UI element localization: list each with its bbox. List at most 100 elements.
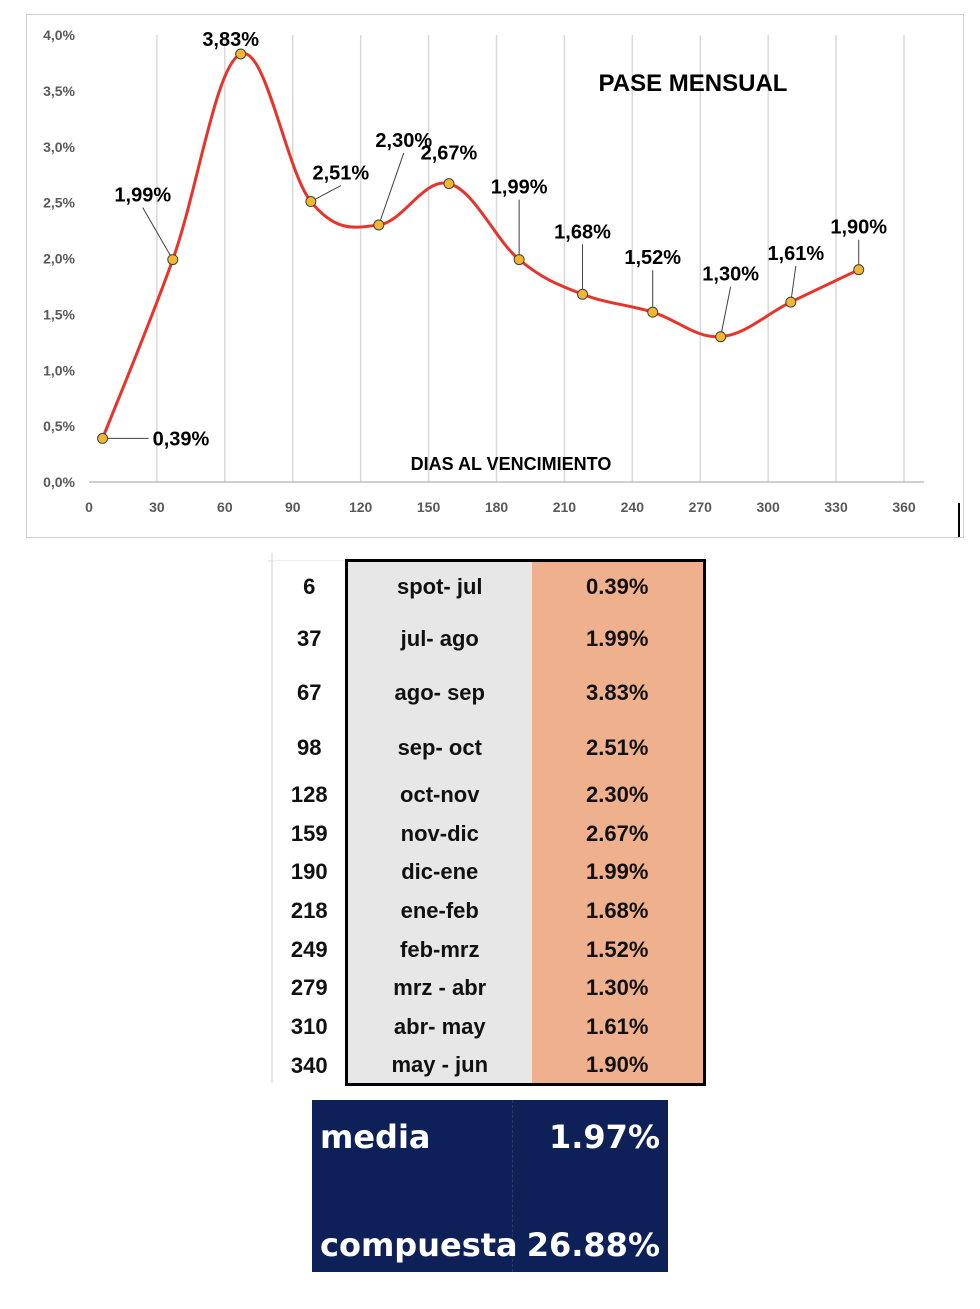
y-tick-label: 4,0% [43,27,75,43]
media-value: 1.97% [548,1118,660,1156]
data-label: 0,39% [153,428,210,450]
line-chart: 0 30 60 90 120 150 180 210 240 270 300 330 360 0,0% 0,… [26,14,964,538]
period-cell: oct-nov [344,774,532,815]
data-point [167,254,179,266]
compuesta-label: compuesta [320,1226,518,1264]
days-cell: 67 [274,664,346,721]
data-point [715,331,727,343]
data-label: 1,30% [702,264,759,286]
days-cell: 218 [274,890,346,931]
table-row: 67 ago- sep 3.83% [274,664,706,721]
days-cell: 310 [274,1006,346,1047]
data-label: 1,90% [830,217,887,239]
x-tick-label: 120 [349,499,373,515]
data-point [305,196,317,208]
days-cell: 279 [274,968,346,1007]
data-point [373,219,385,231]
period-cell: nov-dic [344,814,532,853]
days-cell: 340 [274,1046,346,1085]
data-label: 2,30% [375,130,432,152]
data-label-leader [378,152,405,226]
data-point [853,264,865,276]
chart-axes: 0 30 60 90 120 150 180 210 240 270 300 330 360 0,0% 0,… [43,27,960,537]
rate-cell: 3.83% [532,664,706,721]
period-cell: abr- may [344,1006,532,1047]
data-point-markers [97,48,865,444]
pase-table: 6 spot- jul 0.39% 37 jul- ago 1.99% 67 ago- sep… [274,559,706,1086]
summary-media-row: media 1.97% [320,1118,660,1156]
data-point [647,306,659,318]
table-row: 98 sep- oct 2.51% [274,720,706,775]
table-row: 159 nov-dic 2.67% [274,814,706,853]
period-cell: ene-feb [344,890,532,931]
rate-cell: 1.68% [532,890,706,931]
period-cell: dic-ene [344,852,532,891]
data-point [513,254,525,266]
data-labels: 0,39% 1,99% 3,83% 2,51%2,30%2,67% 1,99% 1,68%… [114,29,887,450]
data-label-leader [720,286,732,337]
pase-table-section: 6 spot- jul 0.39% 37 jul- ago 1.99% 67 ago- sep… [268,553,718,1086]
x-tick-label: 360 [892,499,916,515]
rate-cell: 1.52% [532,930,706,969]
days-cell: 98 [274,720,346,775]
y-tick-label: 1,0% [43,362,75,378]
days-cell: 249 [274,930,346,969]
period-cell: spot- jul [344,559,532,613]
table-row: 279 mrz - abr 1.30% [274,968,706,1007]
x-tick-label: 180 [485,499,509,515]
rate-cell: 1.90% [532,1046,706,1086]
rate-cell: 0.39% [532,559,706,613]
period-cell: may - jun [344,1046,532,1086]
x-tick-label: 30 [149,499,165,515]
data-point [577,288,589,300]
period-cell: feb-mrz [344,930,532,969]
y-tick-label: 1,5% [43,306,75,322]
summary-panel: media 1.97% compuesta 26.88% [312,1100,668,1272]
data-label-leader [142,207,174,260]
days-cell: 159 [274,814,346,853]
rate-cell: 1.99% [532,852,706,891]
data-label: 1,52% [624,247,681,269]
data-label: 1,99% [114,185,171,207]
data-point [235,48,247,60]
x-tick-label: 270 [689,499,713,515]
data-label: 2,51% [313,163,370,185]
table-row: 6 spot- jul 0.39% [274,559,706,613]
chart-grid [156,35,905,482]
rate-cell: 2.51% [532,720,706,775]
series-line-pase-mensual [101,52,860,439]
days-cell: 37 [274,612,346,665]
x-tick-label: 90 [285,499,301,515]
days-cell: 6 [274,560,346,613]
days-cell: 190 [274,852,346,891]
days-cell: 128 [274,774,346,815]
compuesta-value: 26.88% [526,1226,660,1264]
period-cell: jul- ago [344,612,532,665]
y-tick-label: 2,0% [43,251,75,267]
chart-canvas: 0 30 60 90 120 150 180 210 240 270 300 330 360 0,0% 0,… [43,27,960,537]
rate-cell: 2.67% [532,814,706,853]
period-cell: sep- oct [344,720,532,775]
period-cell: ago- sep [344,664,532,721]
data-point [785,296,797,308]
x-tick-label: 150 [417,499,441,515]
data-point [443,178,455,190]
data-label: 1,99% [491,177,548,199]
x-tick-label: 330 [824,499,848,515]
table-row: 310 abr- may 1.61% [274,1006,706,1047]
y-tick-label: 0,5% [43,418,75,434]
y-tick-label: 3,0% [43,139,75,155]
table-row: 190 dic-ene 1.99% [274,852,706,891]
media-label: media [320,1118,431,1156]
x-axis-title: DIAS AL VENCIMIENTO [411,454,612,474]
data-label: 2,67% [421,143,478,165]
summary-compuesta-row: compuesta 26.88% [320,1226,660,1264]
rate-cell: 2.30% [532,774,706,815]
rate-cell: 1.30% [532,968,706,1007]
chart-title: PASE MENSUAL [599,70,788,97]
rate-cell: 1.61% [532,1006,706,1047]
x-tick-label: 0 [85,499,93,515]
data-point [97,432,109,444]
x-tick-label: 60 [217,499,233,515]
data-label: 3,83% [202,29,259,51]
